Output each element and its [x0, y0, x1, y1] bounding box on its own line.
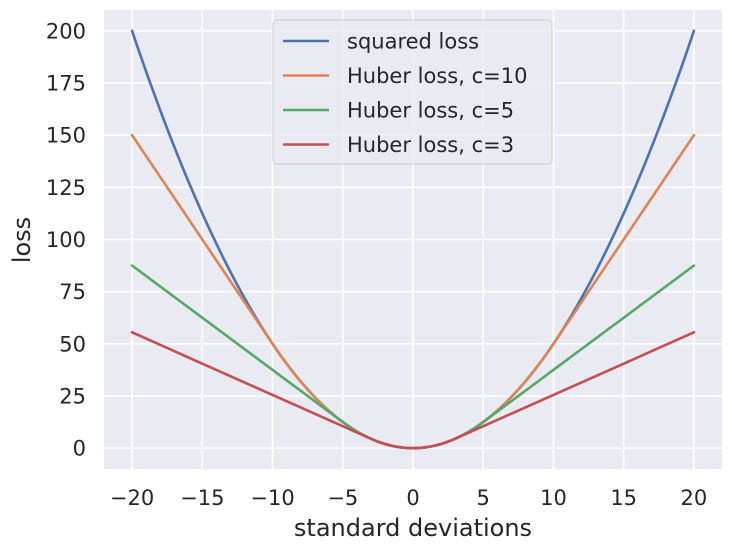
legend-box [272, 19, 553, 165]
legend-label: Huber loss, c=3 [347, 133, 514, 157]
y-tick-label: 125 [46, 176, 86, 200]
x-tick-label: 20 [681, 486, 708, 510]
series-lines [130, 29, 696, 450]
x-tick-label: −5 [327, 486, 358, 510]
series-line-3 [130, 331, 696, 450]
legend: squared loss Huber loss, c=10 Huber loss, … [272, 19, 553, 165]
legend-label: Huber loss, c=10 [347, 64, 527, 88]
x-tick-labels: −20 −15 −10 −5 0 5 10 15 20 [110, 486, 707, 510]
y-tick-label: 50 [59, 332, 86, 356]
x-tick-label: −15 [180, 486, 224, 510]
y-tick-label: 150 [46, 124, 86, 148]
y-tick-label: 75 [59, 280, 86, 304]
x-tick-label: −20 [110, 486, 154, 510]
legend-label: squared loss [347, 30, 479, 54]
x-axis-label: standard deviations [294, 514, 532, 542]
y-tick-label: 0 [73, 437, 86, 461]
x-tick-label: 0 [406, 486, 419, 510]
y-tick-label: 175 [46, 72, 86, 96]
x-tick-label: 5 [477, 486, 490, 510]
x-tick-label: −10 [250, 486, 294, 510]
y-tick-label: 25 [59, 384, 86, 408]
y-tick-label: 100 [46, 228, 86, 252]
y-axis-label: loss [8, 217, 36, 263]
x-tick-label: 15 [610, 486, 637, 510]
y-tick-labels: 0 25 50 75 100 125 150 175 200 [46, 19, 86, 460]
x-tick-label: 10 [540, 486, 567, 510]
y-tick-label: 200 [46, 19, 86, 43]
legend-label: Huber loss, c=5 [347, 99, 514, 123]
